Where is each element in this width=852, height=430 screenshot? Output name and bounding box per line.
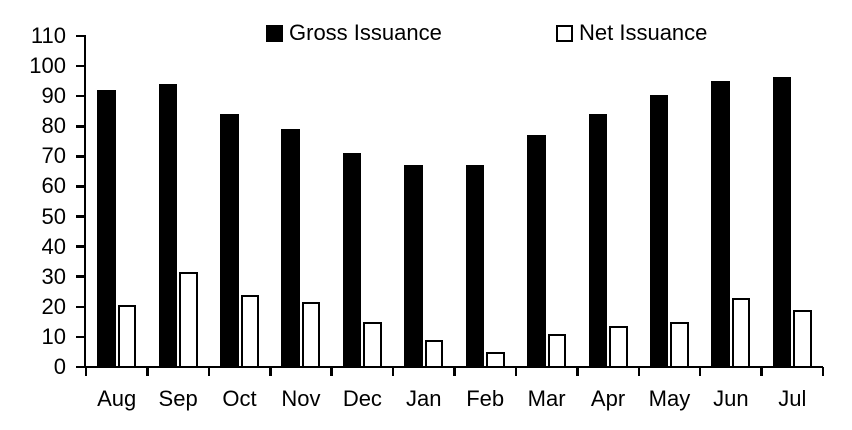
x-axis-tick	[821, 367, 825, 376]
x-axis-label: May	[648, 386, 691, 411]
y-axis-tick	[75, 185, 84, 188]
x-axis-label: Mar	[527, 386, 566, 411]
x-axis-tick	[207, 367, 211, 376]
x-axis-tick	[453, 367, 456, 376]
bar-gross-issuance	[588, 114, 608, 368]
x-axis-tick	[330, 367, 333, 376]
y-axis-line	[83, 34, 86, 369]
y-tick-label: 50	[41, 203, 66, 229]
legend-label-gross-issuance: Gross Issuance	[289, 20, 442, 45]
y-axis-tick	[75, 94, 84, 98]
y-axis-tick	[75, 125, 84, 128]
gross-issuance-swatch-icon	[266, 24, 283, 42]
x-axis-tick	[269, 367, 272, 376]
x-axis-tick	[391, 367, 395, 376]
x-axis-tick	[576, 367, 579, 376]
y-axis-tick	[75, 305, 84, 309]
bar-gross-issuance	[711, 81, 730, 368]
x-axis-tick	[698, 367, 702, 376]
bar-net-issuance	[240, 294, 260, 368]
y-axis-tick	[75, 215, 84, 218]
bar-gross-issuance	[342, 153, 362, 368]
x-axis-label: Jun	[713, 386, 749, 411]
y-tick-label: 40	[41, 233, 66, 259]
x-axis-label: Sep	[158, 386, 198, 411]
y-tick-label: 60	[41, 173, 66, 199]
y-tick-label: 10	[41, 323, 66, 349]
bar-net-issuance	[793, 309, 812, 368]
net-issuance-swatch-icon	[556, 24, 573, 42]
y-tick-label: 80	[41, 113, 66, 139]
y-tick-label: 20	[41, 293, 66, 319]
bar-gross-issuance	[649, 94, 669, 368]
bar-gross-issuance	[158, 84, 178, 368]
legend-item-gross-issuance: Gross Issuance	[266, 22, 442, 44]
y-axis-tick	[75, 155, 84, 158]
bar-net-issuance	[609, 326, 628, 368]
y-axis-tick	[75, 245, 84, 248]
bar-gross-issuance	[527, 135, 546, 368]
x-axis-tick	[84, 367, 88, 376]
y-axis-tick	[75, 365, 84, 369]
y-tick-label: 70	[41, 143, 66, 169]
x-axis-label: Nov	[281, 386, 321, 411]
x-axis-label: Jan	[406, 386, 442, 411]
x-axis-line	[83, 365, 823, 369]
bar-net-issuance	[670, 321, 689, 368]
x-axis-tick	[637, 367, 640, 376]
x-axis-label: Apr	[590, 386, 626, 411]
x-axis-tick	[146, 367, 149, 376]
x-axis-label: Aug	[97, 386, 137, 411]
x-axis-label: Feb	[466, 386, 505, 411]
bar-net-issuance	[301, 302, 321, 368]
x-axis-tick	[514, 367, 518, 376]
bar-gross-issuance	[97, 90, 116, 368]
bar-net-issuance	[424, 339, 444, 368]
bar-net-issuance	[363, 321, 382, 368]
y-axis-tick	[75, 34, 84, 38]
y-tick-label: 100	[29, 53, 66, 79]
y-axis-tick	[75, 335, 84, 339]
y-tick-label: 110	[30, 23, 66, 48]
x-axis-label: Oct	[222, 386, 257, 411]
bar-gross-issuance	[281, 129, 300, 368]
bar-gross-issuance	[220, 114, 239, 368]
x-axis-label: Dec	[342, 386, 382, 411]
y-tick-label: 0	[53, 354, 66, 379]
bar-net-issuance	[731, 297, 751, 368]
bar-net-issuance	[179, 272, 198, 368]
x-axis-tick	[760, 367, 763, 376]
bar-gross-issuance	[465, 165, 485, 368]
y-tick-label: 90	[41, 83, 66, 109]
bar-net-issuance	[547, 333, 567, 368]
x-axis-label: Jul	[778, 386, 807, 411]
legend-item-net-issuance: Net Issuance	[556, 22, 707, 44]
y-tick-label: 30	[41, 263, 66, 289]
bar-gross-issuance	[404, 165, 423, 368]
y-axis-tick	[75, 275, 84, 278]
legend-label-net-issuance: Net Issuance	[579, 20, 708, 45]
bar-gross-issuance	[772, 76, 792, 368]
y-axis-tick	[75, 64, 84, 68]
bar-net-issuance	[117, 305, 137, 368]
